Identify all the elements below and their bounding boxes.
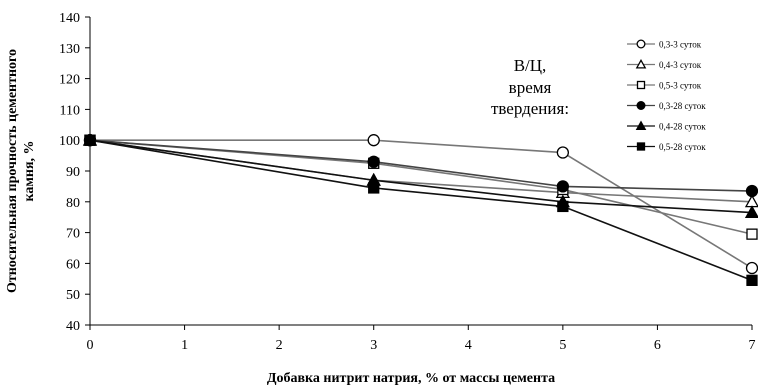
y-tick-label: 80 <box>66 196 80 211</box>
legend: 0,3-3 суток 0,4-3 суток 0,5-3 суток 0,3-28 … <box>627 40 706 152</box>
y-tick-label: 60 <box>66 257 80 272</box>
data-point <box>745 184 758 198</box>
axes: 40 50 60 70 80 90 100 110 120 130 140 0 1 2 3 4 5 6 7 Добав… <box>5 11 756 386</box>
legend-label: 0,3-3 суток <box>659 40 702 50</box>
data-point <box>368 182 380 194</box>
legend-item: 0,4-28 суток <box>627 120 706 132</box>
y-tick-label: 70 <box>66 227 80 242</box>
annotation: В/Ц, время твердения: <box>491 56 569 118</box>
legend-label: 0,5-3 суток <box>659 81 702 91</box>
x-tick-label: 7 <box>749 338 756 353</box>
legend-marker <box>636 101 646 111</box>
series-3 <box>84 134 758 240</box>
x-tick-label: 6 <box>654 338 661 353</box>
legend-marker <box>635 58 647 69</box>
y-tick-label: 110 <box>60 103 80 118</box>
data-point <box>746 228 758 240</box>
y-tick-label: 140 <box>59 11 80 26</box>
y-axis-label-line: Относительная прочность цементного <box>5 49 20 293</box>
legend-item: 0,5-28 суток <box>627 142 706 152</box>
y-tick-label: 90 <box>66 165 80 180</box>
series-line <box>89 139 753 282</box>
y-axis-label-line: камня, % <box>22 140 37 201</box>
data-point <box>367 155 380 168</box>
y-tick-label: 120 <box>59 73 80 88</box>
legend-label: 0,5-28 суток <box>659 142 706 152</box>
series-layer <box>82 132 758 286</box>
data-point <box>557 200 569 213</box>
x-tick-label: 4 <box>465 338 472 353</box>
data-point <box>367 134 380 147</box>
annotation-line: время <box>509 78 552 97</box>
y-tick-label: 40 <box>66 319 80 334</box>
series-6 <box>84 134 758 286</box>
x-tick-label: 3 <box>370 338 377 353</box>
data-point <box>84 134 96 146</box>
legend-marker <box>636 80 646 90</box>
annotation-line: твердения: <box>491 99 569 118</box>
series-line <box>89 139 753 192</box>
annotation-line: В/Ц, <box>514 56 547 75</box>
legend-marker <box>636 39 646 49</box>
y-tick-label: 50 <box>66 288 80 303</box>
x-tick-label: 2 <box>276 338 283 353</box>
x-tick-label: 1 <box>181 338 188 353</box>
legend-item: 0,3-3 суток <box>627 40 702 50</box>
legend-marker <box>636 142 646 151</box>
legend-label: 0,3-28 суток <box>659 101 706 111</box>
y-tick-label: 130 <box>59 42 80 57</box>
y-tick-label: 100 <box>59 134 80 149</box>
legend-label: 0,4-3 суток <box>659 60 702 70</box>
x-axis-label: Добавка нитрит натрия, % от массы цемент… <box>267 371 555 386</box>
data-point <box>556 180 570 193</box>
data-point <box>745 261 758 275</box>
x-tick-label: 5 <box>559 338 566 353</box>
legend-item: 0,4-3 суток <box>627 58 702 70</box>
y-axis-label: Относительная прочность цементного камня,… <box>5 49 37 293</box>
legend-item: 0,5-3 суток <box>627 81 702 91</box>
data-point <box>744 205 758 219</box>
legend-label: 0,4-28 суток <box>659 122 706 132</box>
x-tick-label: 0 <box>87 338 94 353</box>
series-line <box>89 139 753 214</box>
legend-marker <box>635 120 647 131</box>
series-line <box>90 139 753 269</box>
data-point <box>746 274 758 286</box>
data-point <box>556 146 570 159</box>
legend-item: 0,3-28 суток <box>627 101 706 111</box>
